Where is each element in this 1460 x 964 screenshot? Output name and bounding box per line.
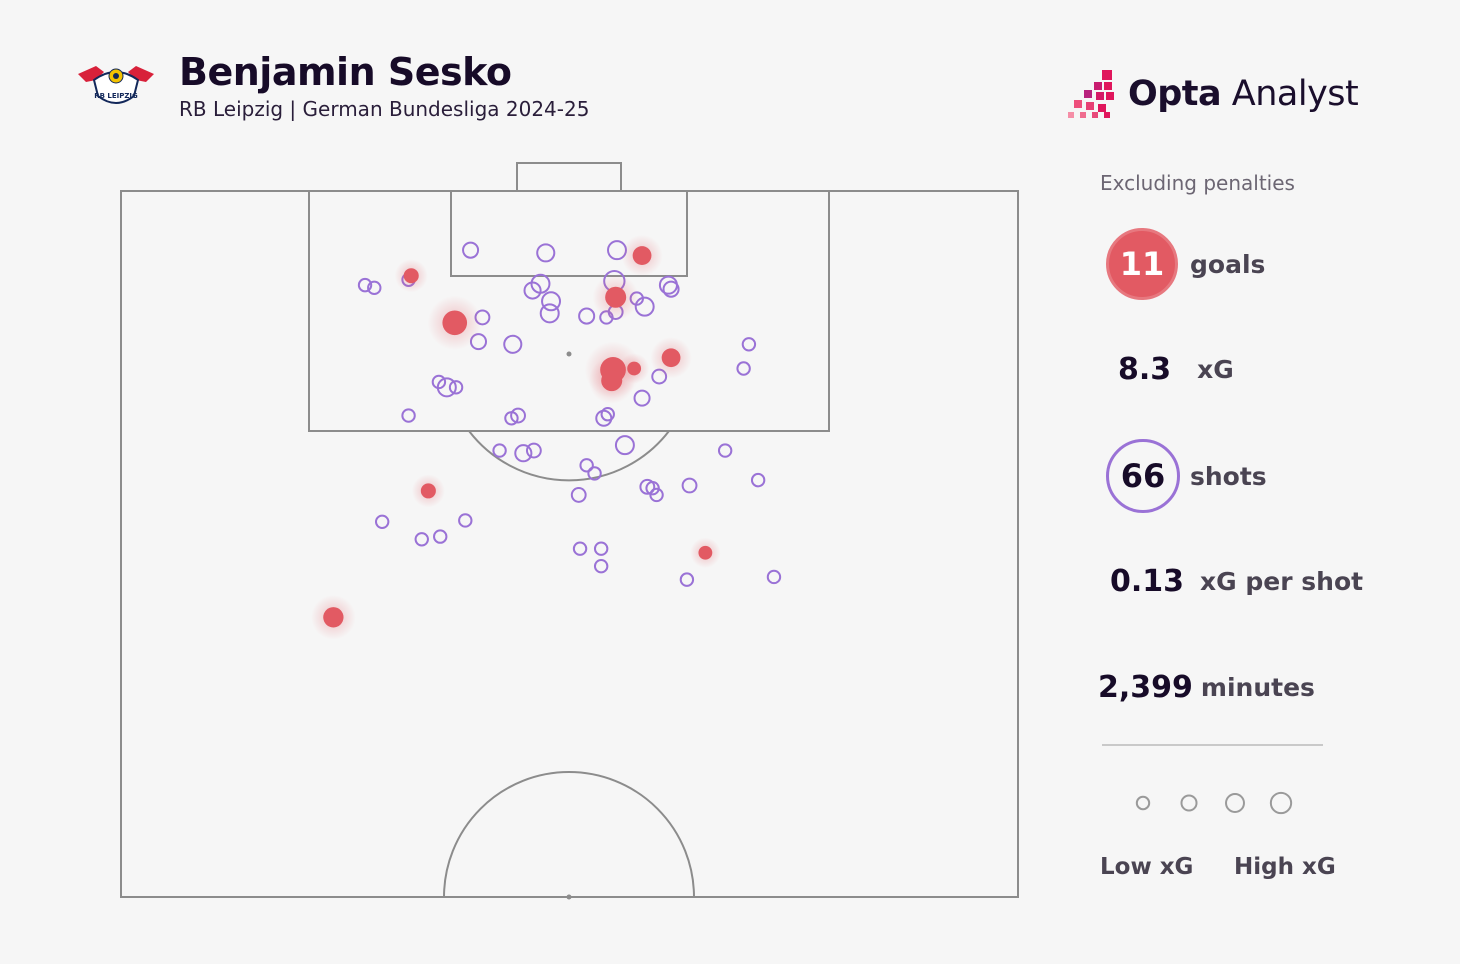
brand-name-bold: Opta xyxy=(1128,74,1222,114)
shot-point xyxy=(492,443,507,458)
shot-point xyxy=(681,477,698,494)
minutes-label: minutes xyxy=(1200,673,1315,702)
legend-size-circle xyxy=(1135,795,1151,811)
shot-point xyxy=(639,478,656,495)
xg-per-shot-stat: 0.13 xG per shot xyxy=(1110,564,1363,599)
shot-point xyxy=(458,513,473,528)
xg-label: xG xyxy=(1197,355,1234,384)
goal-point xyxy=(442,310,468,336)
xg-size-legend xyxy=(1135,791,1293,815)
shot-point xyxy=(593,558,609,574)
shot-point xyxy=(510,407,526,424)
goal-point xyxy=(420,483,436,499)
shot-point xyxy=(374,514,390,530)
brand-name-light: Analyst xyxy=(1221,74,1359,114)
shot-point xyxy=(539,303,560,324)
shot-point xyxy=(541,291,562,312)
shot-point xyxy=(593,541,609,556)
xg-stat: 8.3 xG xyxy=(1118,352,1234,387)
goal-point xyxy=(632,246,652,265)
pitch-lines xyxy=(120,162,1019,898)
shot-point xyxy=(658,275,678,295)
shot-point xyxy=(525,442,542,459)
shot-point xyxy=(536,243,556,263)
xg-per-shot-label: xG per shot xyxy=(1200,567,1364,596)
shot-point xyxy=(414,532,429,547)
minutes-stat: 2,399 minutes xyxy=(1098,670,1315,705)
goal-point xyxy=(627,361,642,376)
shot-point xyxy=(448,380,464,395)
penalty-spot xyxy=(566,351,572,357)
shot-point xyxy=(357,277,373,293)
shot-point xyxy=(741,337,757,352)
shot-point xyxy=(462,241,480,259)
goal-point xyxy=(601,370,623,392)
legend-low-label: Low xG xyxy=(1100,854,1194,880)
legend-size-circle xyxy=(1269,791,1293,815)
shot-point xyxy=(736,361,751,376)
shot-point xyxy=(587,466,602,481)
pitch-outline xyxy=(120,190,1019,898)
crest-text: RB LEIPZIG xyxy=(94,92,138,100)
goal-point xyxy=(323,607,344,628)
shot-point xyxy=(433,529,448,544)
xg-per-shot-value: 0.13 xyxy=(1110,564,1185,599)
penalty-box xyxy=(308,190,830,432)
goals-stat: 11 goals xyxy=(1106,228,1265,300)
shot-point xyxy=(523,281,542,300)
shot-point xyxy=(679,572,695,587)
shot-point xyxy=(717,443,733,458)
shot-point xyxy=(614,435,635,456)
goal-frame xyxy=(516,162,622,192)
minutes-value: 2,399 xyxy=(1098,670,1193,705)
shots-badge: 66 xyxy=(1106,439,1180,513)
shot-point xyxy=(766,569,782,585)
goal-point xyxy=(661,348,681,368)
goals-badge: 11 xyxy=(1106,228,1178,300)
opta-bars-icon xyxy=(1068,70,1114,118)
shots-stat: 66 shots xyxy=(1106,439,1267,513)
page-title: Benjamin Sesko xyxy=(179,50,512,94)
legend-size-circle xyxy=(1225,793,1245,813)
penalty-arc xyxy=(468,430,670,482)
legend-high-label: High xG xyxy=(1234,854,1336,880)
xg-value: 8.3 xyxy=(1118,352,1172,387)
shot-point xyxy=(750,472,766,488)
goals-label: goals xyxy=(1190,249,1266,279)
goal-point xyxy=(605,286,627,308)
goal-point xyxy=(403,268,419,284)
shot-map xyxy=(120,162,1019,900)
shot-point xyxy=(649,487,664,503)
shot-point xyxy=(662,280,680,298)
shot-point xyxy=(436,377,457,398)
shots-layer xyxy=(357,240,782,587)
shots-label: shots xyxy=(1190,461,1267,491)
shot-point xyxy=(514,444,533,463)
shot-point xyxy=(401,408,416,423)
shot-point xyxy=(503,334,523,354)
shot-point xyxy=(367,280,382,296)
shot-point xyxy=(578,307,596,325)
opta-analyst-logo: Opta Analyst xyxy=(1066,66,1359,122)
shot-point xyxy=(633,389,651,407)
shot-point xyxy=(431,374,447,390)
shot-point xyxy=(579,458,594,473)
centre-circle-arc xyxy=(443,771,695,898)
club-crest-logo: RB LEIPZIG xyxy=(78,66,154,104)
legend-size-circle xyxy=(1180,794,1198,812)
centre-spot xyxy=(566,894,572,900)
goals-layer xyxy=(311,234,721,640)
shot-point xyxy=(572,541,588,556)
page-subtitle: RB Leipzig | German Bundesliga 2024-25 xyxy=(179,97,590,121)
goal-point xyxy=(698,545,713,560)
shot-point xyxy=(570,486,587,503)
stats-note: Excluding penalties xyxy=(1100,171,1295,195)
shot-point xyxy=(600,407,615,422)
divider xyxy=(1102,744,1323,746)
